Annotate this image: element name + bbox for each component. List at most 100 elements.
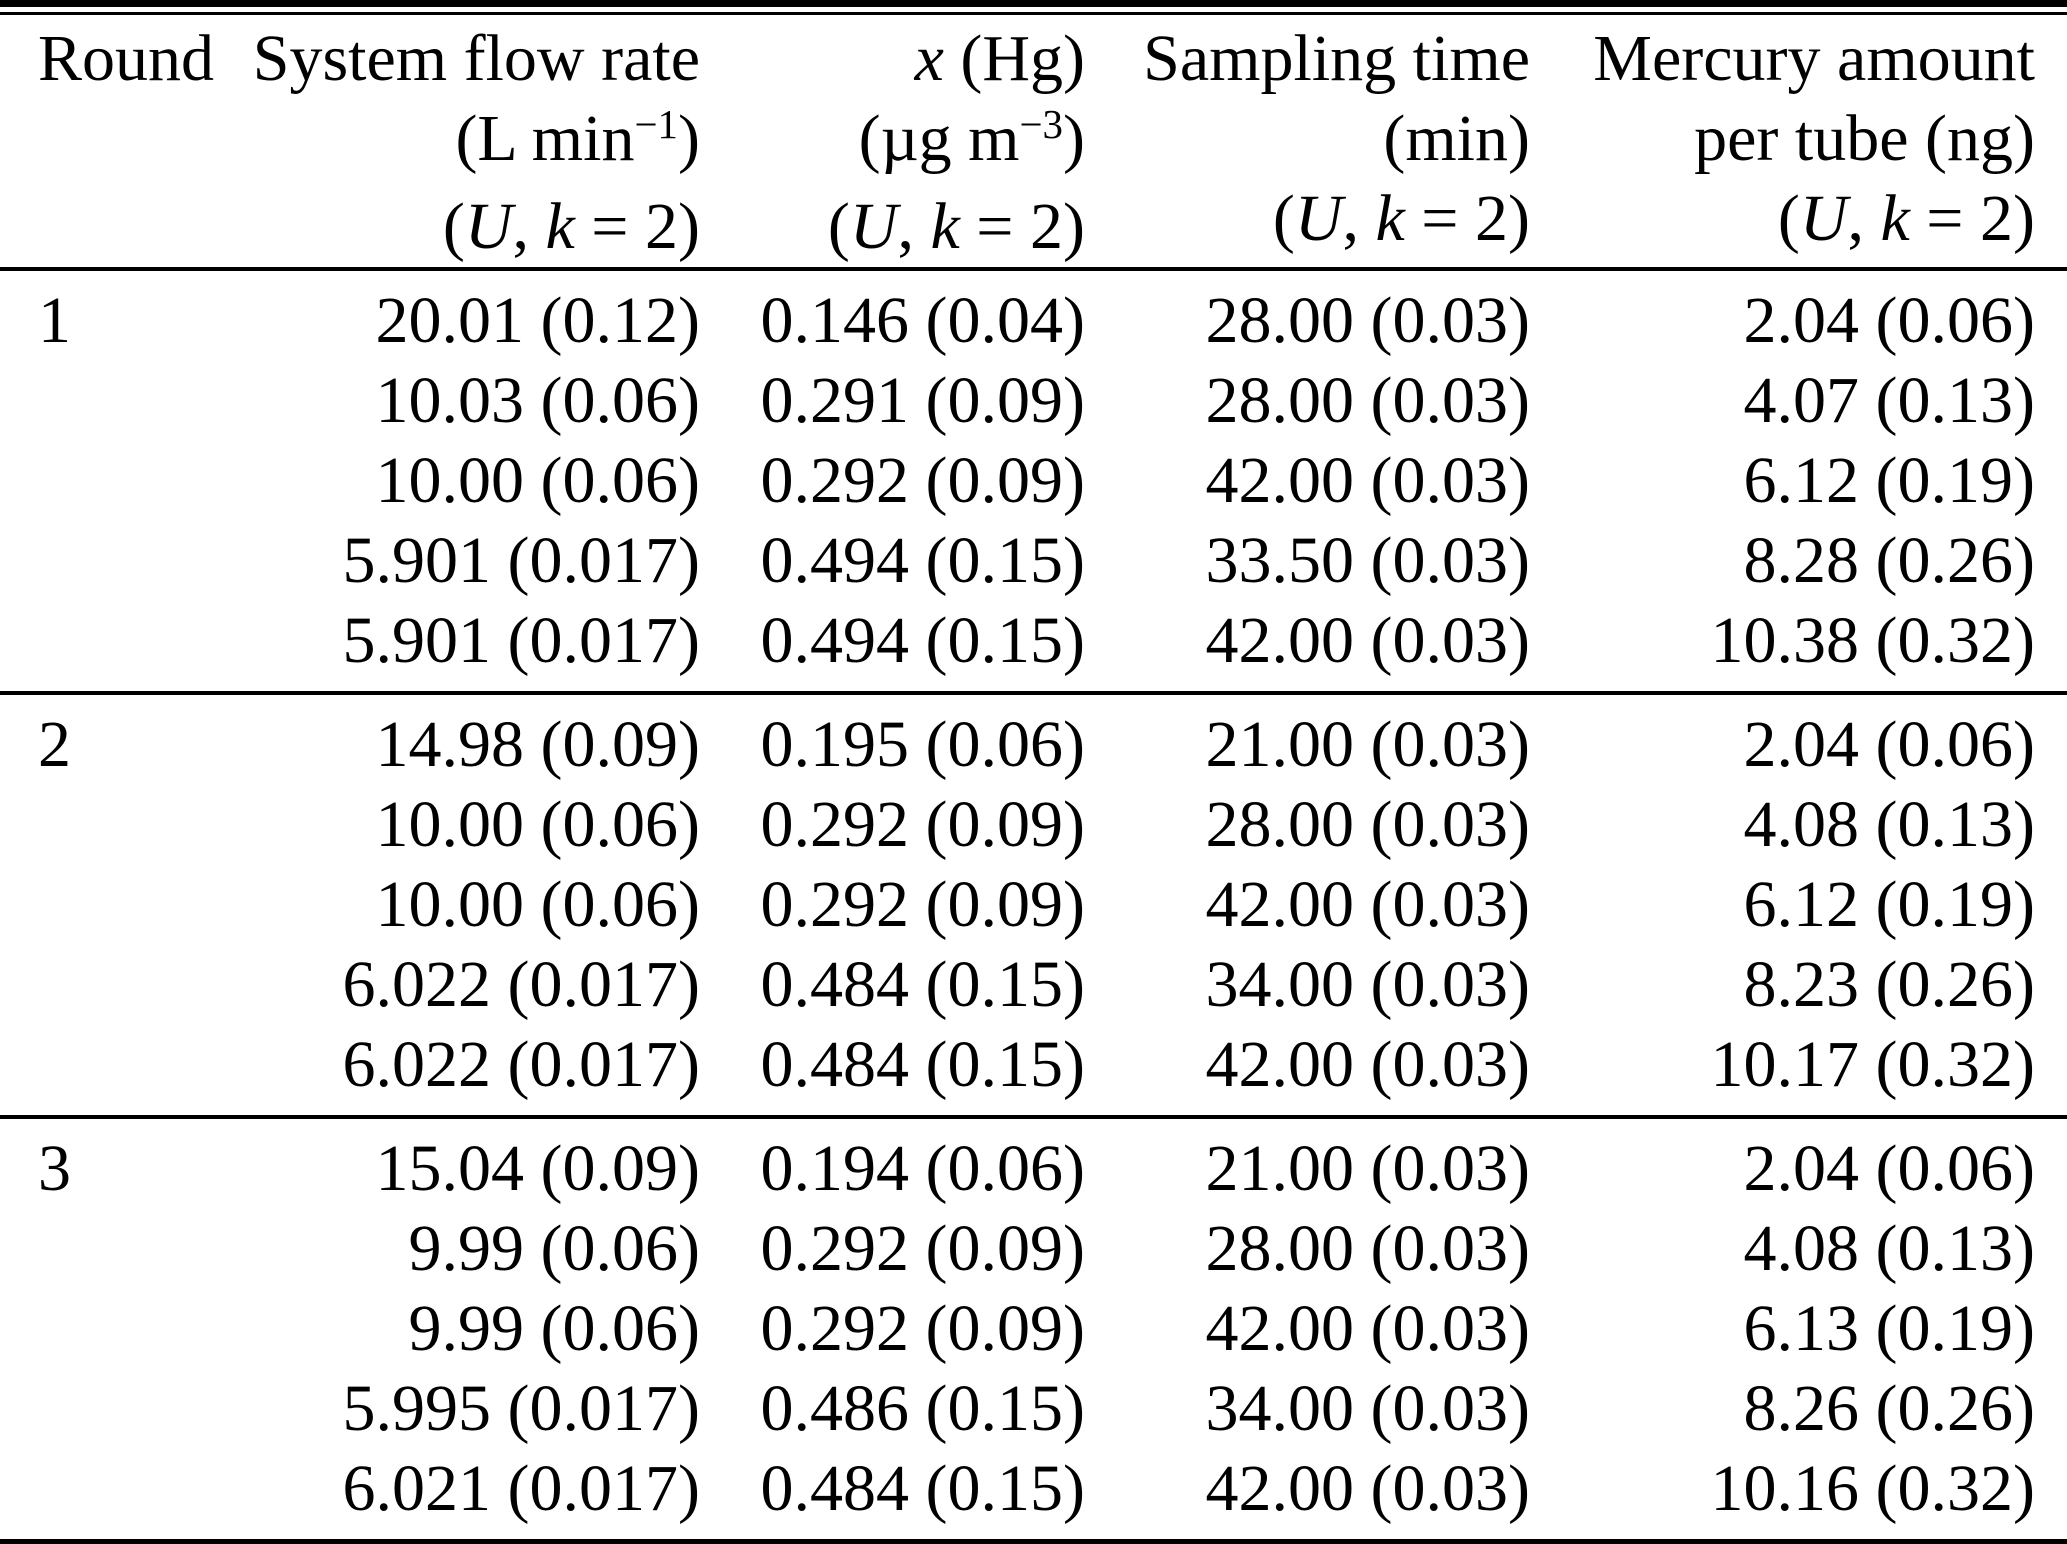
round-number: 1 [38, 284, 71, 357]
cell-xhg: 0.194 (0.06) [760, 1132, 1085, 1205]
cell-xhg: 0.291 (0.09) [760, 364, 1085, 437]
table-row: 5.995 (0.017) 0.486 (0.15) 34.00 (0.03) … [0, 1369, 2067, 1449]
cell-sampling-time: 42.00 (0.03) [1205, 1028, 1530, 1101]
header-row: Round System flow rate (L min−1) (U, k =… [0, 15, 2067, 269]
mercury-uncertainty-note: (U, k = 2) [1777, 182, 2035, 255]
round-1-block: 1 20.01 (0.12) 0.146 (0.04) 28.00 (0.03)… [0, 269, 2067, 693]
flow-rate-unit: (L min−1) [455, 101, 700, 176]
col-header-flow-rate: System flow rate (L min−1) (U, k = 2) [185, 15, 700, 269]
cell-mercury-amount: 8.28 (0.26) [1743, 524, 2035, 597]
sampling-time-header-label: Sampling time [1143, 22, 1530, 95]
cell-xhg: 0.494 (0.15) [760, 604, 1085, 677]
cell-sampling-time: 42.00 (0.03) [1205, 868, 1530, 941]
results-table: Round System flow rate (L min−1) (U, k =… [0, 15, 2067, 1539]
cell-flow-rate: 15.04 (0.09) [375, 1132, 700, 1205]
cell-xhg: 0.292 (0.09) [760, 1212, 1085, 1285]
mercury-header-label: Mercury amount [1593, 22, 2035, 95]
cell-xhg: 0.486 (0.15) [760, 1372, 1085, 1445]
cell-sampling-time: 21.00 (0.03) [1205, 708, 1530, 781]
xhg-header-label: x (Hg) [914, 22, 1085, 95]
cell-sampling-time: 34.00 (0.03) [1205, 948, 1530, 1021]
round-2-block: 2 14.98 (0.09) 0.195 (0.06) 21.00 (0.03)… [0, 693, 2067, 1117]
cell-sampling-time: 28.00 (0.03) [1205, 284, 1530, 357]
cell-mercury-amount: 6.13 (0.19) [1743, 1292, 2035, 1365]
cell-sampling-time: 42.00 (0.03) [1205, 1292, 1530, 1365]
sampling-time-uncertainty-note: (U, k = 2) [1272, 182, 1530, 255]
mercury-unit: per tube (ng) [1694, 102, 2035, 175]
xhg-unit: (µg m−3) [858, 101, 1085, 176]
table-row: 10.00 (0.06) 0.292 (0.09) 42.00 (0.03) 6… [0, 441, 2067, 521]
cell-sampling-time: 42.00 (0.03) [1205, 1452, 1530, 1525]
cell-sampling-time: 28.00 (0.03) [1205, 788, 1530, 861]
cell-sampling-time: 28.00 (0.03) [1205, 1212, 1530, 1285]
cell-xhg: 0.292 (0.09) [760, 444, 1085, 517]
cell-mercury-amount: 2.04 (0.06) [1743, 284, 2035, 357]
cell-mercury-amount: 4.08 (0.13) [1743, 1212, 2035, 1285]
table-row: 6.021 (0.017) 0.484 (0.15) 42.00 (0.03) … [0, 1449, 2067, 1539]
flow-rate-header-label: System flow rate [252, 22, 700, 95]
col-header-xhg: x (Hg) (µg m−3) (U, k = 2) [700, 15, 1085, 269]
top-rule-gap [0, 7, 2067, 12]
cell-flow-rate: 6.022 (0.017) [342, 948, 700, 1021]
cell-mercury-amount: 10.16 (0.32) [1710, 1452, 2035, 1525]
cell-mercury-amount: 8.26 (0.26) [1743, 1372, 2035, 1445]
round-3-block: 3 15.04 (0.09) 0.194 (0.06) 21.00 (0.03)… [0, 1117, 2067, 1539]
cell-flow-rate: 6.022 (0.017) [342, 1028, 700, 1101]
cell-xhg: 0.292 (0.09) [760, 788, 1085, 861]
table-row: 1 20.01 (0.12) 0.146 (0.04) 28.00 (0.03)… [0, 269, 2067, 361]
bottom-rule [0, 1539, 2067, 1544]
round-number: 3 [38, 1132, 71, 1205]
table-row: 5.901 (0.017) 0.494 (0.15) 33.50 (0.03) … [0, 521, 2067, 601]
cell-mercury-amount: 2.04 (0.06) [1743, 1132, 2035, 1205]
cell-mercury-amount: 2.04 (0.06) [1743, 708, 2035, 781]
cell-mercury-amount: 6.12 (0.19) [1743, 868, 2035, 941]
xhg-uncertainty-note: (U, k = 2) [827, 190, 1085, 263]
cell-flow-rate: 10.00 (0.06) [375, 444, 700, 517]
top-rule-thin [0, 12, 2067, 15]
table-row: 10.00 (0.06) 0.292 (0.09) 28.00 (0.03) 4… [0, 785, 2067, 865]
sampling-time-unit: (min) [1383, 102, 1530, 175]
cell-sampling-time: 42.00 (0.03) [1205, 444, 1530, 517]
table-header: Round System flow rate (L min−1) (U, k =… [0, 15, 2067, 269]
cell-mercury-amount: 10.38 (0.32) [1710, 604, 2035, 677]
cell-flow-rate: 10.00 (0.06) [375, 788, 700, 861]
cell-mercury-amount: 8.23 (0.26) [1743, 948, 2035, 1021]
table-row: 10.00 (0.06) 0.292 (0.09) 42.00 (0.03) 6… [0, 865, 2067, 945]
cell-flow-rate: 9.99 (0.06) [408, 1212, 700, 1285]
round-header-label: Round [38, 22, 215, 95]
top-rule-thick [0, 0, 2067, 7]
cell-flow-rate: 10.00 (0.06) [375, 868, 700, 941]
cell-flow-rate: 6.021 (0.017) [342, 1452, 700, 1525]
table-row: 10.03 (0.06) 0.291 (0.09) 28.00 (0.03) 4… [0, 361, 2067, 441]
cell-mercury-amount: 4.07 (0.13) [1743, 364, 2035, 437]
cell-sampling-time: 34.00 (0.03) [1205, 1372, 1530, 1445]
superscript: −3 [1019, 101, 1064, 147]
round-number: 2 [38, 708, 71, 781]
flow-rate-uncertainty-note: (U, k = 2) [442, 190, 700, 263]
table-row: 3 15.04 (0.09) 0.194 (0.06) 21.00 (0.03)… [0, 1117, 2067, 1209]
superscript: −1 [634, 101, 679, 147]
cell-sampling-time: 21.00 (0.03) [1205, 1132, 1530, 1205]
col-header-round: Round [0, 15, 215, 269]
cell-mercury-amount: 6.12 (0.19) [1743, 444, 2035, 517]
cell-xhg: 0.146 (0.04) [760, 284, 1085, 357]
cell-flow-rate: 5.901 (0.017) [342, 604, 700, 677]
cell-flow-rate: 9.99 (0.06) [408, 1292, 700, 1365]
cell-sampling-time: 33.50 (0.03) [1205, 524, 1530, 597]
cell-mercury-amount: 4.08 (0.13) [1743, 788, 2035, 861]
cell-flow-rate: 5.995 (0.017) [342, 1372, 700, 1445]
cell-xhg: 0.484 (0.15) [760, 1452, 1085, 1525]
cell-flow-rate: 14.98 (0.09) [375, 708, 700, 781]
cell-xhg: 0.292 (0.09) [760, 1292, 1085, 1365]
cell-xhg: 0.494 (0.15) [760, 524, 1085, 597]
col-header-mercury-amount: Mercury amount per tube (ng) (U, k = 2) [1530, 15, 2067, 269]
cell-flow-rate: 10.03 (0.06) [375, 364, 700, 437]
cell-mercury-amount: 10.17 (0.32) [1710, 1028, 2035, 1101]
table-row: 9.99 (0.06) 0.292 (0.09) 28.00 (0.03) 4.… [0, 1209, 2067, 1289]
table-row: 5.901 (0.017) 0.494 (0.15) 42.00 (0.03) … [0, 601, 2067, 693]
cell-flow-rate: 5.901 (0.017) [342, 524, 700, 597]
table-row: 2 14.98 (0.09) 0.195 (0.06) 21.00 (0.03)… [0, 693, 2067, 785]
cell-xhg: 0.195 (0.06) [760, 708, 1085, 781]
col-header-sampling-time: Sampling time (min) (U, k = 2) [1085, 15, 1530, 269]
cell-xhg: 0.292 (0.09) [760, 868, 1085, 941]
